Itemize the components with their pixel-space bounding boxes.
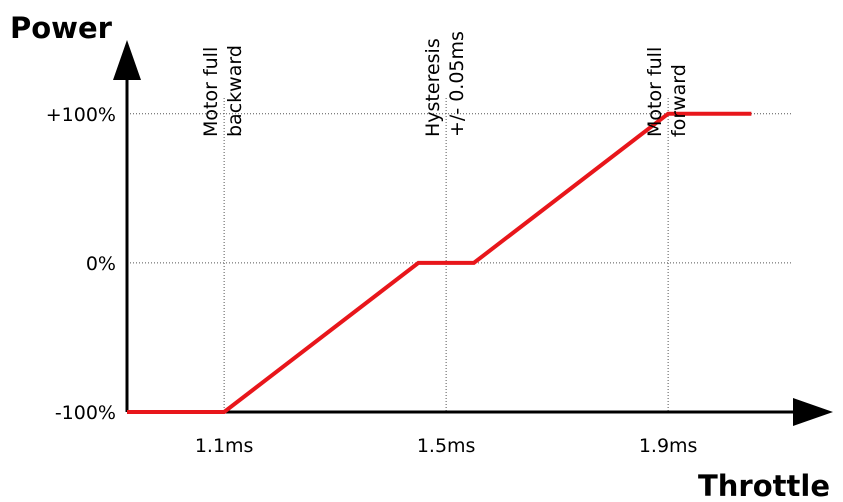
tick-labels: +100% 0% -100% 1.1ms 1.5ms 1.9ms xyxy=(46,104,698,457)
series-line xyxy=(127,111,752,414)
annotation-label: Motor full xyxy=(200,47,222,137)
y-tick-label: 0% xyxy=(86,253,116,275)
grid-lines xyxy=(127,98,793,412)
x-axis-arrow xyxy=(793,398,833,426)
annotation-label: Motor full xyxy=(644,47,666,137)
y-tick-label: -100% xyxy=(55,402,116,424)
annotation-label: Hysteresis xyxy=(422,38,444,137)
series-layer xyxy=(127,111,752,414)
annotation-label: +/- 0.05ms xyxy=(446,31,468,137)
annotation-label: forward xyxy=(668,64,690,137)
x-tick-label: 1.9ms xyxy=(639,435,698,457)
annotations: Motor full backward Hysteresis +/- 0.05ms Mo… xyxy=(200,31,690,137)
x-tick-label: 1.1ms xyxy=(195,435,254,457)
x-tick-label: 1.5ms xyxy=(417,435,476,457)
y-axis-title: Power xyxy=(10,11,113,45)
axes xyxy=(113,40,833,426)
y-axis-arrow xyxy=(113,40,141,80)
x-axis-title: Throttle xyxy=(698,469,830,502)
annotation-label: backward xyxy=(224,45,246,137)
y-tick-label: +100% xyxy=(46,104,116,126)
